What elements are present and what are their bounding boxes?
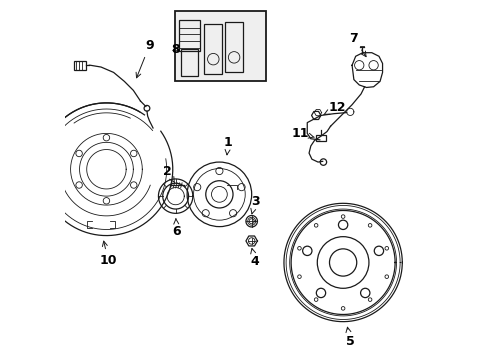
Bar (74, 60, 85, 70)
Text: 8: 8 (171, 42, 179, 55)
Bar (316, 135, 325, 141)
Text: 2: 2 (163, 165, 174, 183)
Text: 5: 5 (345, 327, 354, 348)
Bar (179, 21, 200, 51)
Text: 7: 7 (349, 32, 366, 57)
Text: 3: 3 (250, 195, 259, 214)
Text: 10: 10 (99, 241, 117, 267)
Bar (204, 24, 222, 74)
Text: 12: 12 (323, 101, 346, 114)
Text: 9: 9 (136, 39, 153, 78)
Text: 6: 6 (172, 219, 181, 238)
Bar (181, 49, 198, 76)
Bar (174, 12, 265, 81)
Text: 4: 4 (250, 248, 259, 268)
Text: 11: 11 (291, 127, 314, 140)
Text: 1: 1 (224, 136, 232, 155)
Bar (225, 22, 242, 72)
